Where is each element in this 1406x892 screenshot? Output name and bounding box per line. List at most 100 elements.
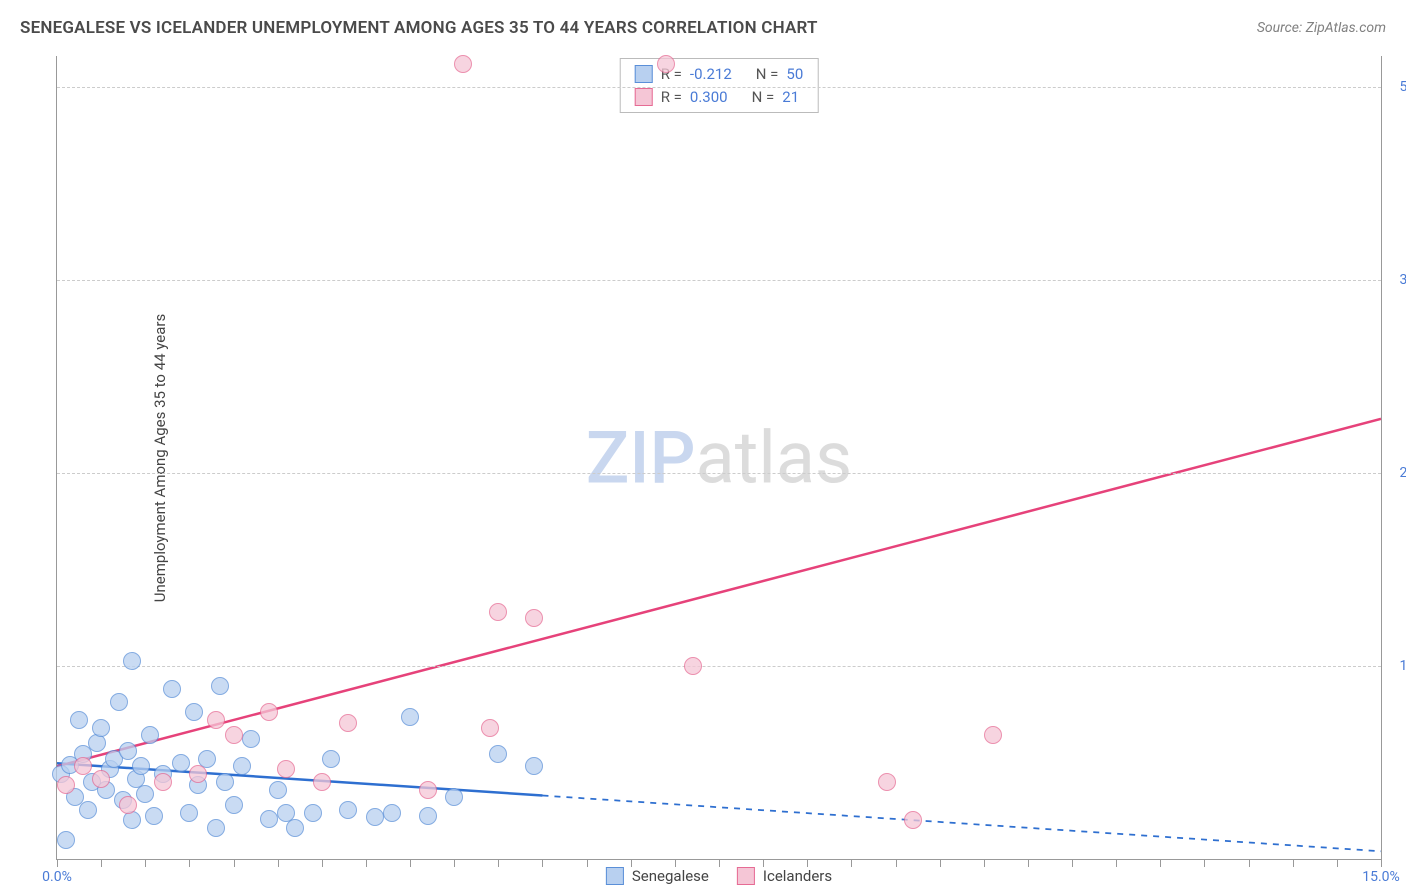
data-point (260, 703, 278, 721)
data-point (92, 719, 110, 737)
data-point (79, 801, 97, 819)
data-point (180, 804, 198, 822)
x-tick-label: 0.0% (42, 869, 72, 885)
x-tick (322, 859, 323, 867)
data-point (88, 734, 106, 752)
data-point (123, 652, 141, 670)
x-tick (1072, 859, 1073, 867)
data-point (304, 804, 322, 822)
x-tick (278, 859, 279, 867)
swatch-icelanders (737, 867, 755, 885)
data-point (525, 609, 543, 627)
stats-row-icelanders: R = 0.300 N = 21 (635, 86, 804, 109)
legend-label-icelanders: Icelanders (763, 867, 832, 885)
data-point (419, 807, 437, 825)
data-point (313, 773, 331, 791)
data-point (984, 726, 1002, 744)
data-point (70, 711, 88, 729)
gridline (57, 666, 1381, 667)
chart-area: Unemployment Among Ages 35 to 44 years Z… (56, 56, 1382, 860)
x-tick (851, 859, 852, 867)
data-point (57, 831, 75, 849)
data-point (119, 742, 137, 760)
data-point (74, 757, 92, 775)
data-point (489, 745, 507, 763)
bottom-legend: Senegalese Icelanders (606, 867, 832, 885)
data-point (260, 810, 278, 828)
data-point (242, 730, 260, 748)
data-point (233, 757, 251, 775)
stats-n-label: N = (752, 86, 775, 109)
data-point (207, 711, 225, 729)
data-point (207, 819, 225, 837)
x-tick (1204, 859, 1205, 867)
data-point (269, 781, 287, 799)
x-tick (101, 859, 102, 867)
data-point (154, 773, 172, 791)
data-point (119, 796, 137, 814)
data-point (878, 773, 896, 791)
gridline (57, 473, 1381, 474)
y-tick-label: 25.0% (1399, 465, 1406, 481)
data-point (904, 811, 922, 829)
y-tick-label: 37.5% (1399, 272, 1406, 288)
data-point (339, 801, 357, 819)
source-label: Source: ZipAtlas.com (1257, 20, 1386, 36)
data-point (286, 819, 304, 837)
data-point (489, 603, 507, 621)
data-point (211, 677, 229, 695)
x-tick (234, 859, 235, 867)
chart-header: SENEGALESE VS ICELANDER UNEMPLOYMENT AMO… (20, 18, 1386, 38)
x-tick (57, 859, 58, 867)
x-tick (498, 859, 499, 867)
data-point (225, 726, 243, 744)
data-point (141, 726, 159, 744)
stats-n-icelanders: 21 (782, 86, 799, 109)
data-point (110, 693, 128, 711)
stats-r-label: R = (661, 86, 682, 109)
data-point (322, 750, 340, 768)
x-tick (454, 859, 455, 867)
x-tick (189, 859, 190, 867)
stats-n-label: N = (756, 63, 779, 86)
data-point (145, 807, 163, 825)
stats-r-icelanders: 0.300 (690, 86, 728, 109)
data-point (163, 680, 181, 698)
legend-item-senegalese: Senegalese (606, 867, 709, 885)
swatch-icelanders (635, 88, 653, 106)
plot-region: ZIPatlas R = -0.212 N = 50 R = 0.300 N =… (56, 56, 1382, 860)
y-tick-label: 12.5% (1399, 658, 1406, 674)
swatch-senegalese (606, 867, 624, 885)
x-tick (410, 859, 411, 867)
data-point (225, 796, 243, 814)
x-tick (542, 859, 543, 867)
data-point (684, 657, 702, 675)
x-tick-label: 15.0% (1362, 869, 1400, 885)
data-point (172, 754, 190, 772)
x-tick (587, 859, 588, 867)
data-point (57, 776, 75, 794)
watermark-zip: ZIP (586, 415, 696, 500)
swatch-senegalese (635, 65, 653, 83)
data-point (92, 770, 110, 788)
data-point (339, 714, 357, 732)
watermark-atlas: atlas (696, 415, 853, 500)
data-point (366, 808, 384, 826)
legend-item-icelanders: Icelanders (737, 867, 832, 885)
data-point (216, 773, 234, 791)
x-tick (145, 859, 146, 867)
data-point (132, 757, 150, 775)
x-tick (1337, 859, 1338, 867)
gridline (57, 280, 1381, 281)
gridline (57, 87, 1381, 88)
x-tick (1249, 859, 1250, 867)
x-tick (896, 859, 897, 867)
data-point (189, 765, 207, 783)
x-tick (1116, 859, 1117, 867)
data-point (277, 760, 295, 778)
watermark: ZIPatlas (586, 415, 852, 500)
x-tick (1293, 859, 1294, 867)
x-tick (366, 859, 367, 867)
x-tick (940, 859, 941, 867)
data-point (185, 703, 203, 721)
